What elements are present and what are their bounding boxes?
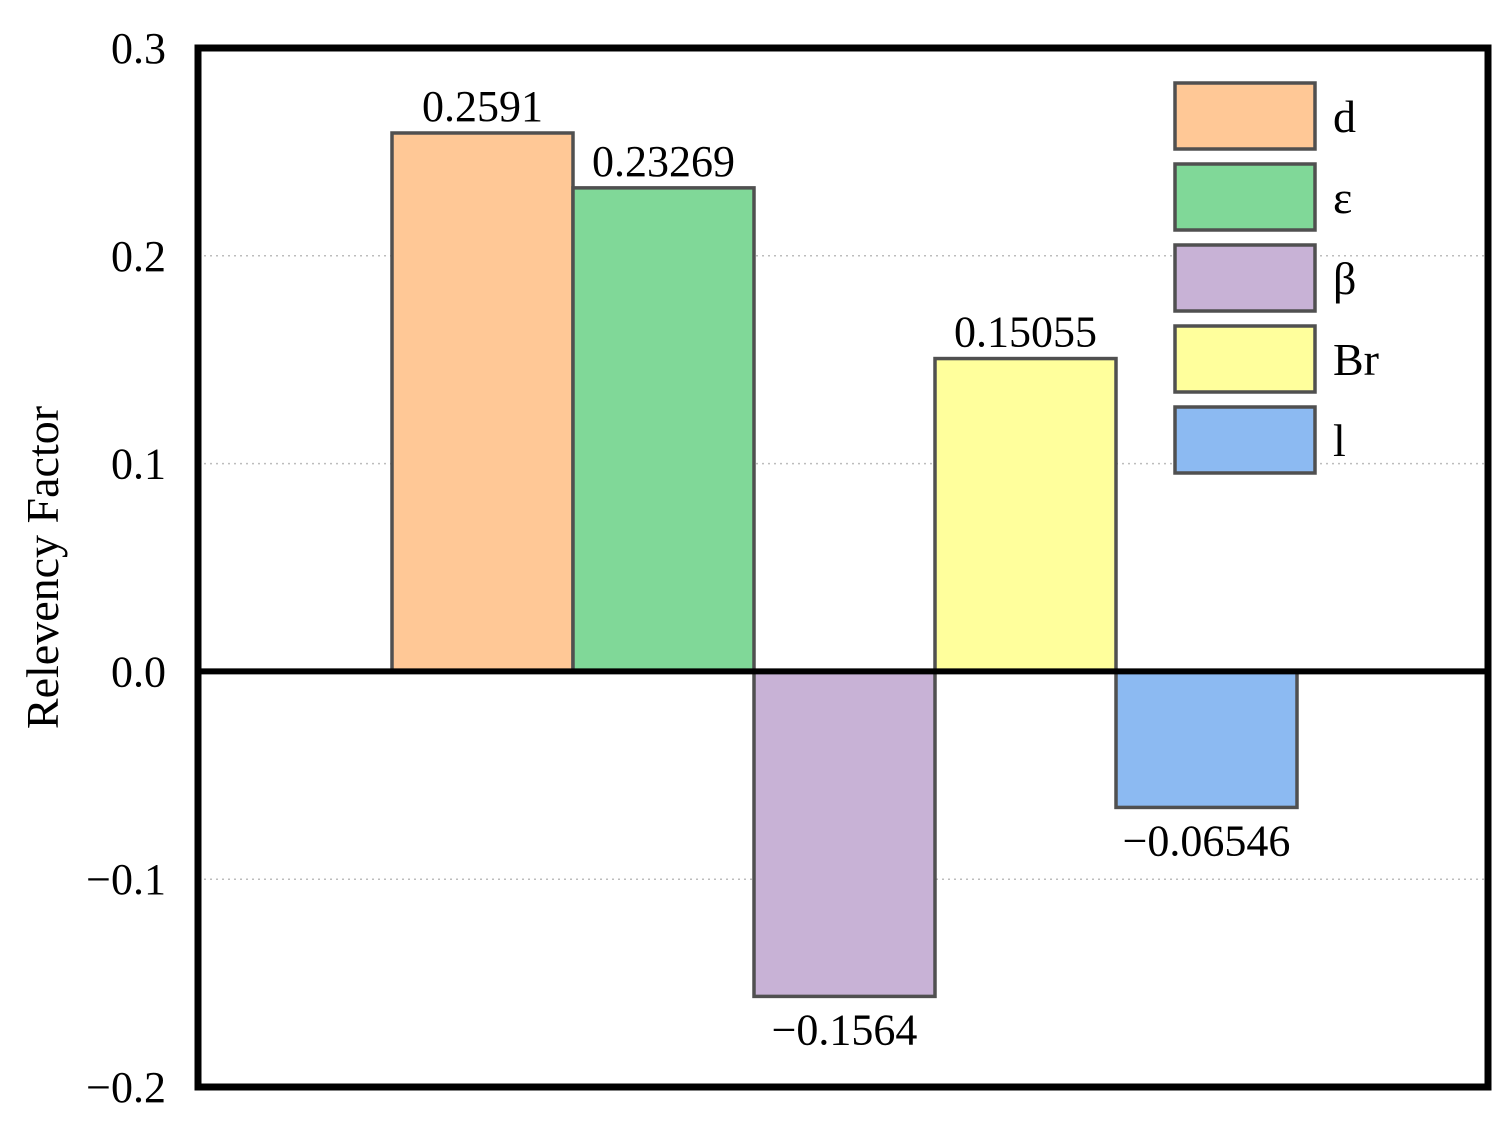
y-axis-label: Relevency Factor (17, 406, 68, 729)
data-label-3: 0.15055 (954, 308, 1097, 357)
bar-4 (1114, 669, 1299, 810)
data-label-0: 0.2591 (422, 82, 543, 131)
axes (194, 44, 1492, 1091)
y-tick-label: 0.1 (111, 440, 166, 489)
legend-swatch-3 (1173, 324, 1317, 394)
legend-label-1: ε (1333, 172, 1352, 223)
plot-frame (194, 44, 1492, 1091)
legend-label-3: Br (1333, 334, 1379, 385)
legend-swatch-2 (1173, 243, 1317, 313)
y-tick-label: 0.0 (111, 647, 166, 696)
y-tick-label: −0.1 (86, 855, 166, 904)
legend-swatch-0 (1173, 81, 1317, 151)
data-label-4: −0.06546 (1123, 816, 1291, 865)
legend-swatch-4 (1173, 405, 1317, 475)
y-tick-labels: 0.3 0.2 0.1 0.0 −0.1 −0.2 (86, 24, 166, 1112)
bar-1 (571, 186, 756, 674)
data-label-1: 0.23269 (592, 137, 735, 186)
legend: dεβ Br l (1173, 81, 1379, 475)
legend-label-2: β (1333, 253, 1356, 304)
y-tick-label: 0.2 (111, 232, 166, 281)
bar-2 (752, 669, 937, 999)
legend-label-4: l (1333, 415, 1346, 466)
bars (390, 131, 1299, 999)
legend-label-0: d (1333, 91, 1356, 142)
legend-swatch-1 (1173, 162, 1317, 232)
bar-3 (933, 356, 1118, 674)
y-tick-label: −0.2 (86, 1063, 166, 1112)
bar-0 (390, 131, 575, 674)
data-labels: 0.2591 0.23269 −0.1564 0.15055 −0.06546 (422, 82, 1290, 1054)
data-label-2: −0.1564 (772, 1005, 918, 1054)
y-tick-label: 0.3 (111, 24, 166, 73)
